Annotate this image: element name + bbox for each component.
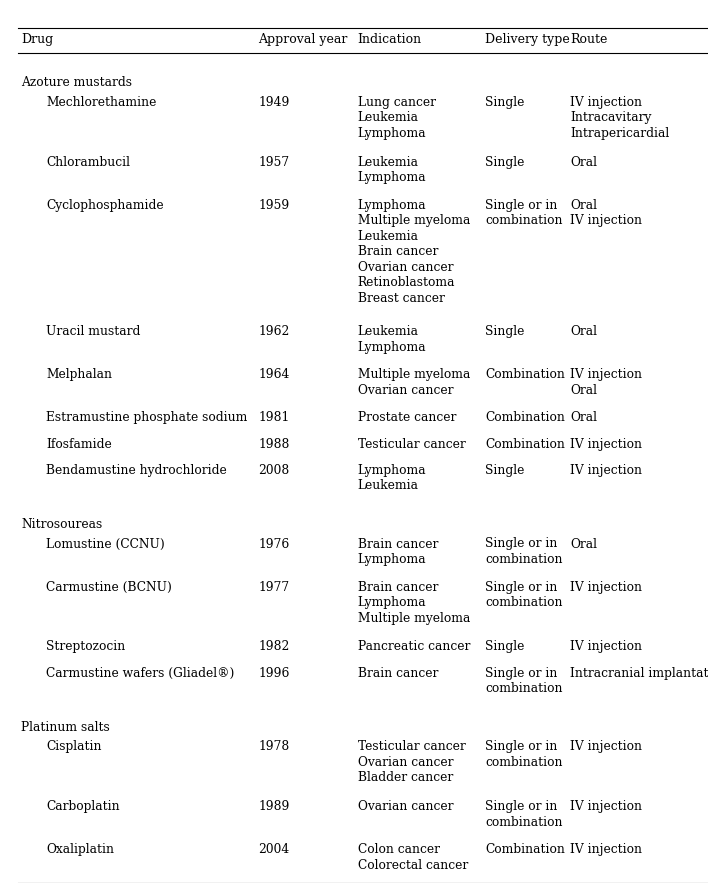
Text: Single or in
combination: Single or in combination bbox=[485, 800, 562, 828]
Text: Single: Single bbox=[485, 96, 525, 109]
Text: Multiple myeloma
Ovarian cancer: Multiple myeloma Ovarian cancer bbox=[358, 368, 470, 396]
Text: Brain cancer
Lymphoma
Multiple myeloma: Brain cancer Lymphoma Multiple myeloma bbox=[358, 580, 470, 624]
Text: Testicular cancer
Ovarian cancer
Bladder cancer: Testicular cancer Ovarian cancer Bladder… bbox=[358, 740, 465, 784]
Text: Oral: Oral bbox=[570, 411, 597, 424]
Text: Lung cancer
Leukemia
Lymphoma: Lung cancer Leukemia Lymphoma bbox=[358, 96, 435, 140]
Text: IV injection: IV injection bbox=[570, 740, 642, 753]
Text: IV injection: IV injection bbox=[570, 843, 642, 856]
Text: 1962: 1962 bbox=[258, 325, 290, 338]
Text: 2004: 2004 bbox=[258, 843, 290, 856]
Text: Single: Single bbox=[485, 464, 525, 477]
Text: Uracil mustard: Uracil mustard bbox=[46, 325, 140, 338]
Text: Single or in
combination: Single or in combination bbox=[485, 667, 562, 695]
Text: IV injection: IV injection bbox=[570, 464, 642, 477]
Text: 1988: 1988 bbox=[258, 437, 290, 450]
Text: 1996: 1996 bbox=[258, 667, 290, 680]
Text: 1957: 1957 bbox=[258, 155, 290, 169]
Text: Oral: Oral bbox=[570, 538, 597, 550]
Text: 1989: 1989 bbox=[258, 800, 290, 813]
Text: 1978: 1978 bbox=[258, 740, 290, 753]
Text: Cyclophosphamide: Cyclophosphamide bbox=[46, 199, 164, 212]
Text: Leukemia
Lymphoma: Leukemia Lymphoma bbox=[358, 325, 426, 353]
Text: Single or in
combination: Single or in combination bbox=[485, 199, 562, 227]
Text: Oral: Oral bbox=[570, 325, 597, 338]
Text: Ovarian cancer: Ovarian cancer bbox=[358, 800, 453, 813]
Text: 1982: 1982 bbox=[258, 640, 290, 653]
Text: Single: Single bbox=[485, 155, 525, 169]
Text: Single: Single bbox=[485, 640, 525, 653]
Text: Combination: Combination bbox=[485, 368, 565, 381]
Text: Platinum salts: Platinum salts bbox=[21, 721, 110, 734]
Text: Delivery type: Delivery type bbox=[485, 34, 570, 46]
Text: Bendamustine hydrochloride: Bendamustine hydrochloride bbox=[46, 464, 227, 477]
Text: Lymphoma
Multiple myeloma
Leukemia
Brain cancer
Ovarian cancer
Retinoblastoma
Br: Lymphoma Multiple myeloma Leukemia Brain… bbox=[358, 199, 470, 305]
Text: Oxaliplatin: Oxaliplatin bbox=[46, 843, 114, 856]
Text: Indication: Indication bbox=[358, 34, 422, 46]
Text: Oral
IV injection: Oral IV injection bbox=[570, 199, 642, 227]
Text: IV injection: IV injection bbox=[570, 437, 642, 450]
Text: Carmustine wafers (Gliadel®): Carmustine wafers (Gliadel®) bbox=[46, 667, 234, 680]
Text: Prostate cancer: Prostate cancer bbox=[358, 411, 456, 424]
Text: Oral: Oral bbox=[570, 155, 597, 169]
Text: Streptozocin: Streptozocin bbox=[46, 640, 125, 653]
Text: Carboplatin: Carboplatin bbox=[46, 800, 120, 813]
Text: Leukemia
Lymphoma: Leukemia Lymphoma bbox=[358, 155, 426, 184]
Text: Lymphoma
Leukemia: Lymphoma Leukemia bbox=[358, 464, 426, 493]
Text: Ifosfamide: Ifosfamide bbox=[46, 437, 112, 450]
Text: Combination: Combination bbox=[485, 411, 565, 424]
Text: 1977: 1977 bbox=[258, 580, 290, 593]
Text: Estramustine phosphate sodium: Estramustine phosphate sodium bbox=[46, 411, 247, 424]
Text: Single or in
combination: Single or in combination bbox=[485, 580, 562, 609]
Text: 1964: 1964 bbox=[258, 368, 290, 381]
Text: Route: Route bbox=[570, 34, 607, 46]
Text: Mechlorethamine: Mechlorethamine bbox=[46, 96, 156, 109]
Text: 1976: 1976 bbox=[258, 538, 290, 550]
Text: 1981: 1981 bbox=[258, 411, 290, 424]
Text: Melphalan: Melphalan bbox=[46, 368, 112, 381]
Text: Brain cancer: Brain cancer bbox=[358, 667, 438, 680]
Text: Single: Single bbox=[485, 325, 525, 338]
Text: Approval year: Approval year bbox=[258, 34, 348, 46]
Text: 1949: 1949 bbox=[258, 96, 290, 109]
Text: IV injection
Oral: IV injection Oral bbox=[570, 368, 642, 396]
Text: Chlorambucil: Chlorambucil bbox=[46, 155, 130, 169]
Text: Drug: Drug bbox=[21, 34, 54, 46]
Text: 1959: 1959 bbox=[258, 199, 290, 212]
Text: Carmustine (BCNU): Carmustine (BCNU) bbox=[46, 580, 172, 593]
Text: Combination: Combination bbox=[485, 437, 565, 450]
Text: IV injection
Intracavitary
Intrapericardial: IV injection Intracavitary Intrapericard… bbox=[570, 96, 669, 140]
Text: Lomustine (CCNU): Lomustine (CCNU) bbox=[46, 538, 165, 550]
Text: Intracranial implantation: Intracranial implantation bbox=[570, 667, 708, 680]
Text: Cisplatin: Cisplatin bbox=[46, 740, 101, 753]
Text: IV injection: IV injection bbox=[570, 640, 642, 653]
Text: Azoture mustards: Azoture mustards bbox=[21, 77, 132, 89]
Text: IV injection: IV injection bbox=[570, 800, 642, 813]
Text: Pancreatic cancer: Pancreatic cancer bbox=[358, 640, 470, 653]
Text: Brain cancer
Lymphoma: Brain cancer Lymphoma bbox=[358, 538, 438, 566]
Text: Combination: Combination bbox=[485, 843, 565, 856]
Text: Single or in
combination: Single or in combination bbox=[485, 740, 562, 769]
Text: Testicular cancer: Testicular cancer bbox=[358, 437, 465, 450]
Text: Single or in
combination: Single or in combination bbox=[485, 538, 562, 566]
Text: Nitrosoureas: Nitrosoureas bbox=[21, 518, 103, 531]
Text: Colon cancer
Colorectal cancer: Colon cancer Colorectal cancer bbox=[358, 843, 468, 872]
Text: IV injection: IV injection bbox=[570, 580, 642, 593]
Text: 2008: 2008 bbox=[258, 464, 290, 477]
